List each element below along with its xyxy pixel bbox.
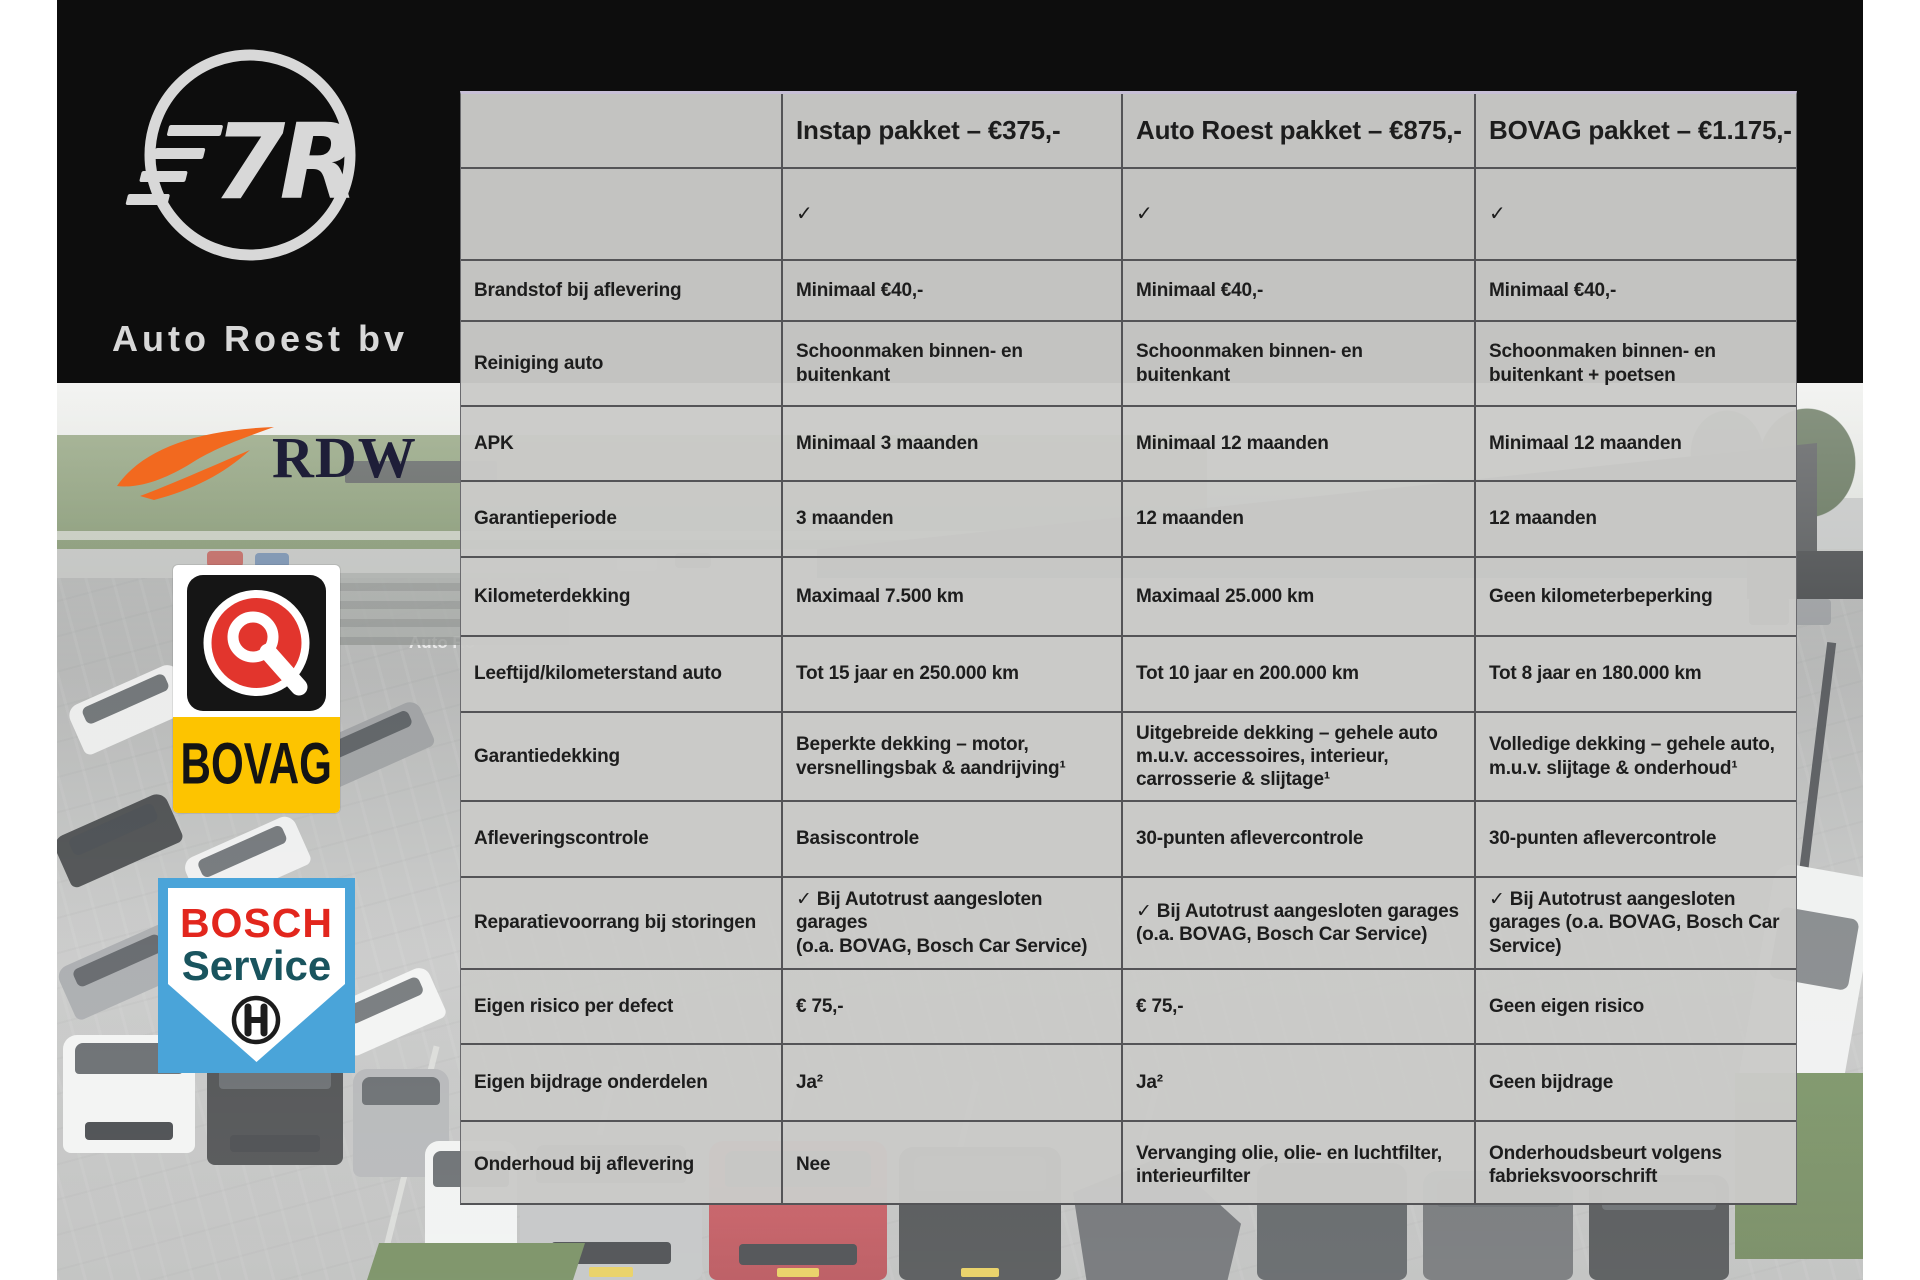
- cell-value: ✓ Bij Autotrust aangesloten garages (o.a…: [781, 878, 1121, 968]
- cell-value: Nee: [781, 1122, 1121, 1203]
- table-row: Brandstof bij aflevering Minimaal €40,- Mi…: [461, 259, 1796, 320]
- rdw-swoosh-icon: [117, 427, 274, 500]
- cell-value: Schoonmaken binnen- en buitenkant: [1121, 322, 1474, 405]
- row-label: Reparatievoorrang bij storingen: [474, 912, 757, 934]
- cell-value: Minimaal 3 maanden: [781, 407, 1121, 480]
- table-row: Reparatievoorrang bij storingen ✓ Bij Aut…: [461, 876, 1796, 968]
- cell-value: 12 maanden: [1121, 482, 1474, 556]
- cell-value: 30-punten aflevercontrole: [1121, 802, 1474, 876]
- cell-value: 12 maanden: [1474, 482, 1796, 556]
- table-row: Onderhoud bij aflevering Nee Vervanging ol…: [461, 1120, 1796, 1203]
- table-row: Garantiedekking Beperkte dekking – motor,…: [461, 711, 1796, 800]
- bovag-yellow-band: BOVAG: [173, 717, 340, 813]
- photo-car: [207, 551, 243, 567]
- cell-value: Beperkte dekking – motor, versnellingsba…: [781, 713, 1121, 800]
- cell-value: ✓ Bij Autotrust aangesloten garages (o.a…: [1474, 878, 1796, 968]
- bovag-emblem-icon: [187, 575, 326, 711]
- company-name: Auto Roest bv: [111, 318, 408, 359]
- cell-value: ✓ Bij Autotrust aangesloten garages (o.a…: [1121, 878, 1474, 968]
- cell-value: 3 maanden: [781, 482, 1121, 556]
- cell-value: 30-punten aflevercontrole: [1474, 802, 1796, 876]
- row-label: [461, 169, 781, 259]
- svg-text:7R: 7R: [213, 101, 353, 223]
- photo-car: [1793, 599, 1831, 625]
- included-check: ✓: [1474, 169, 1796, 259]
- cell-value: € 75,-: [1121, 970, 1474, 1043]
- cell-value: Schoonmaken binnen- en buitenkant: [781, 322, 1121, 405]
- rdw-logo: RDW: [112, 418, 422, 518]
- cell-value: Basiscontrole: [781, 802, 1121, 876]
- bosch-shield-icon: [168, 888, 345, 1062]
- included-check: ✓: [1121, 169, 1474, 259]
- auto-roest-logo: 7R Auto Roest bv: [80, 0, 440, 383]
- table-row: Eigen bijdrage onderdelen Ja² Ja² Geen bijd…: [461, 1043, 1796, 1120]
- row-label: APK: [474, 432, 514, 454]
- cell-value: Minimaal €40,-: [781, 261, 1121, 320]
- photo-car-front: [353, 1069, 449, 1177]
- bovag-wordmark: BOVAG: [180, 731, 333, 797]
- table-row: Afleveringscontrole Basiscontrole 30-punte…: [461, 800, 1796, 876]
- cell-value: Minimaal 12 maanden: [1121, 407, 1474, 480]
- bosch-service-wordmark: Service: [181, 942, 332, 989]
- row-label: Leeftijd/kilometerstand auto: [474, 663, 722, 685]
- package-header: Instap pakket – €375,-: [781, 94, 1121, 167]
- cell-value: € 75,-: [781, 970, 1121, 1043]
- row-label: Reiniging auto: [474, 352, 604, 374]
- row-label: Eigen risico per defect: [474, 995, 674, 1017]
- row-label: Eigen bijdrage onderdelen: [474, 1071, 708, 1093]
- row-label: Garantieperiode: [474, 508, 617, 530]
- cell-value: Minimaal €40,-: [1474, 261, 1796, 320]
- cell-value: Minimaal €40,-: [1121, 261, 1474, 320]
- cell-value: Minimaal 12 maanden: [1474, 407, 1796, 480]
- cell-value: Geen kilometerbeperking: [1474, 558, 1796, 635]
- package-header: Auto Roest pakket – €875,-: [1121, 94, 1474, 167]
- table-row: Leeftijd/kilometerstand auto Tot 15 jaar …: [461, 635, 1796, 711]
- row-label: Garantiedekking: [474, 745, 620, 767]
- photo-car: [255, 553, 289, 568]
- cell-value: Geen eigen risico: [1474, 970, 1796, 1043]
- cell-value: Maximaal 25.000 km: [1121, 558, 1474, 635]
- cell-value: Vervanging olie, olie- en luchtfilter, i…: [1121, 1122, 1474, 1203]
- cell-value: Tot 10 jaar en 200.000 km: [1121, 637, 1474, 711]
- cell-value: Onderhoudsbeurt volgens fabrieksvoorschr…: [1474, 1122, 1796, 1203]
- cell-value: Ja²: [1121, 1045, 1474, 1120]
- bosch-wordmark: BOSCH: [179, 900, 334, 946]
- table-row: ✓ ✓ ✓: [461, 167, 1796, 259]
- row-label: Onderhoud bij aflevering: [474, 1154, 695, 1176]
- cell-value: Schoonmaken binnen- en buitenkant + poet…: [1474, 322, 1796, 405]
- cell-value: Geen bijdrage: [1474, 1045, 1796, 1120]
- cell-value: Tot 15 jaar en 250.000 km: [781, 637, 1121, 711]
- table-row: Reiniging auto Schoonmaken binnen- en bui…: [461, 320, 1796, 405]
- row-label: Brandstof bij aflevering: [474, 279, 682, 301]
- package-comparison-table: Instap pakket – €375,- Auto Roest pakket …: [460, 91, 1797, 1205]
- included-check: ✓: [781, 169, 1121, 259]
- table-row: Eigen risico per defect € 75,- € 75,- Geen …: [461, 968, 1796, 1043]
- bosch-service-logo: BOSCH Service: [158, 878, 355, 1073]
- rdw-wordmark: RDW: [272, 425, 417, 490]
- table-row: Garantieperiode 3 maanden 12 maanden 12 maa…: [461, 480, 1796, 556]
- package-header: BOVAG pakket – €1.175,-: [1474, 94, 1796, 167]
- auto-roest-monogram-icon: 7R: [125, 49, 359, 261]
- bosch-armature-icon: [231, 995, 281, 1045]
- corner-cell: [461, 94, 781, 167]
- table-row: Kilometerdekking Maximaal 7.500 km Maximaa…: [461, 556, 1796, 635]
- row-label: Kilometerdekking: [474, 585, 631, 607]
- table-row: APK Minimaal 3 maanden Minimaal 12 maanden…: [461, 405, 1796, 480]
- cell-value: Volledige dekking – gehele auto, m.u.v. …: [1474, 713, 1796, 800]
- table-row: Instap pakket – €375,- Auto Roest pakket …: [461, 94, 1796, 167]
- bovag-logo: BOVAG: [173, 565, 340, 813]
- cell-value: Tot 8 jaar en 180.000 km: [1474, 637, 1796, 711]
- row-label: Afleveringscontrole: [474, 828, 649, 850]
- photo-roof-sign: [345, 461, 497, 483]
- cell-value: Ja²: [781, 1045, 1121, 1120]
- cell-value: Uitgebreide dekking – gehele auto m.u.v.…: [1121, 713, 1474, 800]
- cell-value: Maximaal 7.500 km: [781, 558, 1121, 635]
